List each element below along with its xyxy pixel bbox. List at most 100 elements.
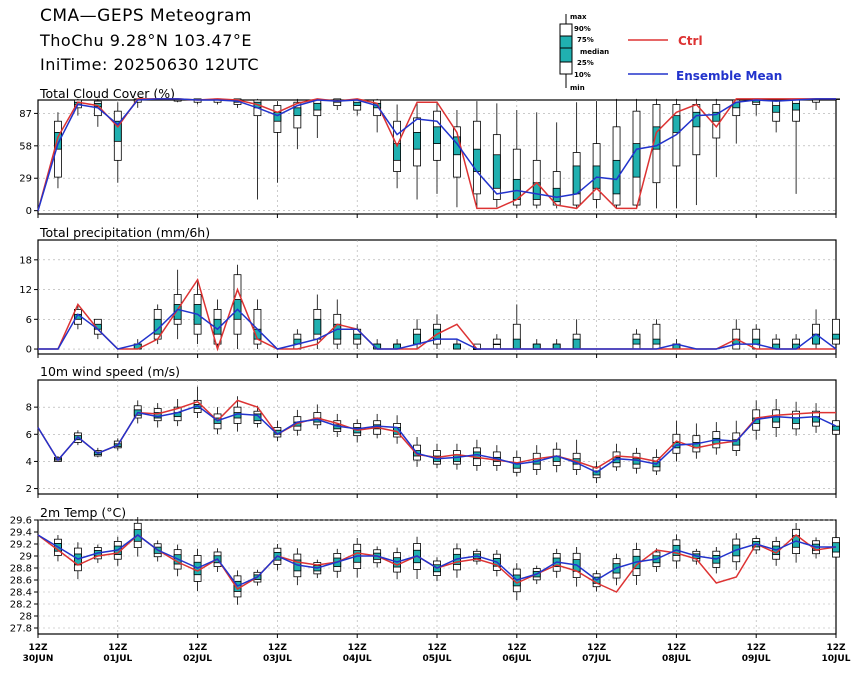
panel-title-wind: 10m wind speed (m/s): [40, 364, 180, 379]
x-tick-label-date: 07JUL: [582, 654, 611, 664]
box-plot: [552, 339, 561, 350]
x-tick-label-time: 12Z: [747, 643, 767, 653]
box-plot: [472, 101, 481, 208]
box-inner: [453, 343, 461, 350]
box-plot: [532, 339, 541, 350]
box-plot: [712, 547, 721, 574]
box-inner: [492, 154, 501, 189]
x-tick-label-time: 12Z: [667, 643, 687, 653]
box-inner: [652, 338, 661, 345]
x-tick-label-date: 30JUN: [23, 654, 54, 664]
x-tick-label-date: 01JUL: [103, 654, 132, 664]
chart-title: CMA—GEPS Meteogram: [40, 6, 252, 26]
box-plot: [74, 542, 82, 580]
box-plot: [313, 294, 322, 350]
box-inner: [772, 105, 781, 113]
box-plot: [492, 334, 501, 350]
box-plot: [552, 122, 561, 209]
box-plot: [353, 98, 362, 116]
box-plot: [453, 339, 461, 350]
x-tick-label-time: 12Z: [427, 643, 447, 653]
box-inner: [832, 333, 840, 340]
box-plot: [353, 538, 362, 578]
y-tick-label: 2: [26, 484, 32, 495]
legend-label-90: 90%: [574, 25, 591, 33]
box-plot: [832, 415, 840, 440]
panel-wind: 2 4 6 8: [26, 379, 840, 498]
box-plot: [732, 98, 741, 144]
box-plot: [233, 264, 242, 350]
box-plot: [253, 98, 262, 200]
y-tick-label: 29.6: [10, 516, 32, 527]
box-inner: [512, 338, 521, 350]
y-tick-label: 6: [26, 430, 32, 441]
y-tick-label: 28.8: [10, 564, 32, 575]
x-tick-label-time: 12Z: [826, 643, 846, 653]
init-time-label: IniTime: 20250630 12UTC: [40, 55, 260, 74]
x-tick-label-time: 12Z: [587, 643, 607, 653]
box-plot: [293, 98, 302, 150]
x-tick-label-date: 09JUL: [742, 654, 771, 664]
y-tick-label: 29: [19, 552, 32, 563]
y-tick-label: 28: [19, 612, 32, 623]
box-plot: [712, 422, 721, 455]
legend-ctrl-label: Ctrl: [678, 34, 703, 48]
legend-label-75: 75%: [577, 36, 594, 44]
box-inner: [413, 132, 421, 150]
x-tick-label-date: 08JUL: [662, 654, 691, 664]
box-plot: [792, 98, 800, 194]
y-tick-label: 0: [26, 206, 32, 217]
box-plot: [632, 329, 641, 350]
x-tick-label-time: 12Z: [507, 643, 527, 653]
box-inner: [54, 132, 62, 150]
box-plot: [632, 98, 641, 209]
box-plot: [153, 403, 162, 428]
box-plot: [293, 548, 302, 586]
x-tick-label-date: 10JUL: [822, 654, 851, 664]
panel-title-precip: Total precipitation (mm/6h): [40, 225, 211, 240]
box-inner: [752, 338, 761, 345]
y-tick-label: 27.8: [10, 624, 32, 635]
box-plot: [492, 103, 501, 208]
x-tick-label-time: 12Z: [268, 643, 288, 653]
box-plot: [273, 101, 282, 183]
legend-label-max: max: [570, 13, 587, 21]
box-inner: [632, 338, 641, 345]
ctrl-series-line: [37, 399, 836, 470]
box-inner: [353, 101, 362, 106]
box-plot: [512, 304, 521, 350]
box-inner: [313, 102, 322, 111]
legend-label-min: min: [570, 84, 585, 92]
box-plot: [113, 102, 122, 183]
box-plot: [433, 102, 441, 194]
x-tick-label-date: 03JUL: [263, 654, 292, 664]
box-inner: [832, 425, 840, 431]
box-plot: [812, 309, 820, 350]
box-plot: [313, 559, 322, 579]
box-plot: [413, 102, 421, 200]
box-plot: [572, 439, 581, 475]
box-plot: [433, 443, 441, 469]
box-plot: [812, 98, 820, 111]
legend-label-median: median: [580, 48, 609, 56]
box-plot: [313, 404, 322, 429]
mean-series-line: [37, 404, 837, 474]
box-plot: [652, 98, 661, 209]
box-inner: [393, 143, 402, 161]
box-inner: [792, 417, 800, 424]
legend-box-inner: [559, 35, 573, 63]
panel-cloud: 0 29 58 87: [19, 98, 840, 218]
box-plot: [772, 399, 781, 437]
x-tick-label-time: 12Z: [348, 643, 368, 653]
box-plot: [692, 423, 701, 459]
box-plot: [812, 403, 820, 433]
x-tick-label-date: 05JUL: [423, 654, 452, 664]
box-inner: [632, 143, 641, 178]
box-inner: [692, 111, 701, 128]
box-plot: [652, 319, 661, 350]
y-tick-label: 8: [26, 403, 32, 414]
y-tick-label: 87: [19, 109, 32, 120]
box-inner: [293, 107, 302, 117]
